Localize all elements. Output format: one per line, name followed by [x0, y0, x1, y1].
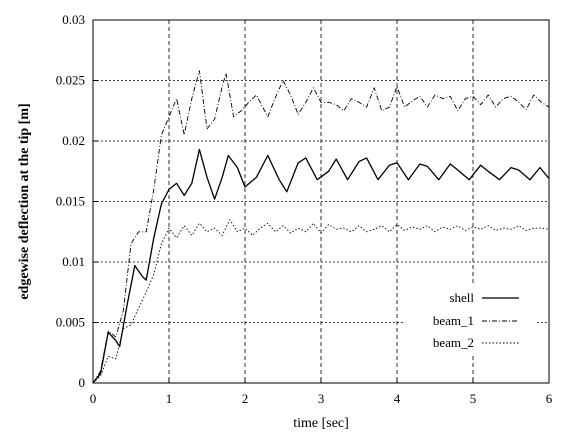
y-tick-label: 0.03	[62, 12, 85, 27]
y-tick-label: 0.025	[56, 73, 85, 88]
series-line-beam-2	[92, 219, 550, 384]
legend-label-beam-2: beam_2	[433, 335, 474, 350]
y-tick-label: 0	[79, 375, 86, 390]
legend: shell beam_1 beam_2	[405, 285, 535, 355]
x-tick-label: 3	[318, 391, 325, 406]
series-lines	[92, 70, 550, 384]
y-tick-label: 0.02	[62, 133, 85, 148]
y-tick-label: 0.015	[56, 194, 85, 209]
x-tick-label: 5	[470, 391, 477, 406]
y-axis-ticks: 0 0.005 0.01 0.015 0.02 0.025 0.03	[56, 12, 98, 390]
series-line-beam-1	[92, 70, 550, 384]
y-axis-label: edgewise deflection at the tip [m]	[17, 103, 32, 299]
x-tick-label: 4	[394, 391, 401, 406]
x-tick-label: 2	[242, 391, 249, 406]
x-tick-label: 1	[166, 391, 173, 406]
y-tick-label: 0.01	[62, 254, 85, 269]
grid-lines	[93, 20, 549, 383]
legend-label-beam-1: beam_1	[433, 313, 474, 328]
x-tick-label: 0	[90, 391, 97, 406]
x-axis-label: time [sec]	[293, 416, 349, 431]
x-axis-ticks: 0 1 2 3 4 5 6	[90, 378, 553, 406]
legend-background	[405, 285, 535, 355]
x-tick-label: 6	[546, 391, 553, 406]
series-line-shell	[92, 148, 550, 384]
y-tick-label: 0.005	[56, 315, 85, 330]
legend-label-shell: shell	[449, 290, 474, 305]
